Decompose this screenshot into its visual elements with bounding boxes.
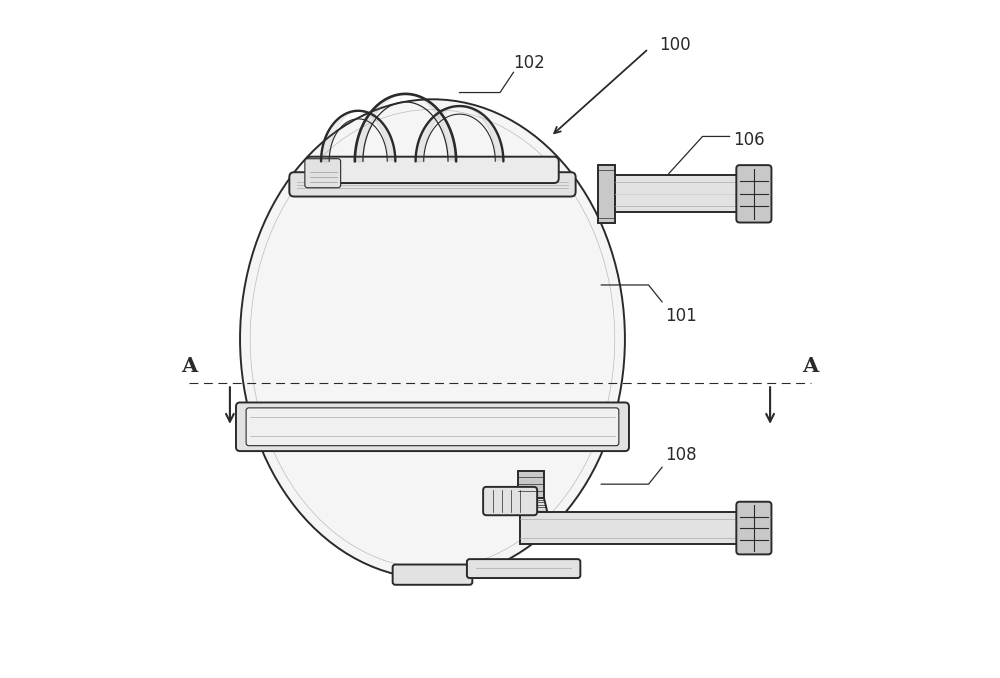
- FancyBboxPatch shape: [483, 487, 537, 515]
- Text: A: A: [802, 356, 819, 376]
- Text: A: A: [181, 356, 198, 376]
- FancyBboxPatch shape: [393, 565, 472, 585]
- FancyBboxPatch shape: [736, 165, 771, 222]
- FancyBboxPatch shape: [520, 512, 740, 544]
- FancyBboxPatch shape: [518, 471, 544, 498]
- FancyBboxPatch shape: [467, 559, 580, 578]
- Ellipse shape: [240, 99, 625, 579]
- Text: 101: 101: [665, 306, 697, 325]
- FancyBboxPatch shape: [289, 172, 576, 197]
- FancyBboxPatch shape: [736, 502, 771, 555]
- Text: 108: 108: [665, 446, 697, 464]
- FancyBboxPatch shape: [246, 408, 619, 445]
- FancyBboxPatch shape: [615, 175, 740, 212]
- Text: 102: 102: [514, 54, 545, 73]
- FancyBboxPatch shape: [236, 403, 629, 451]
- Text: 100: 100: [659, 37, 690, 54]
- FancyBboxPatch shape: [598, 165, 615, 222]
- FancyBboxPatch shape: [305, 159, 341, 188]
- Polygon shape: [518, 498, 547, 512]
- Text: 106: 106: [733, 131, 765, 148]
- FancyBboxPatch shape: [306, 157, 559, 183]
